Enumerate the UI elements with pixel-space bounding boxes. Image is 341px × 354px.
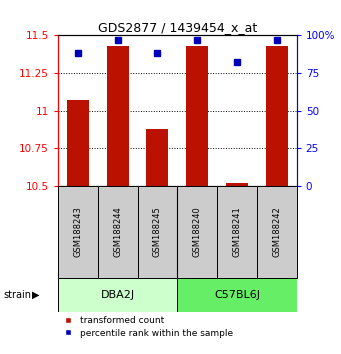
- Bar: [58, 186, 98, 278]
- Text: C57BL6J: C57BL6J: [214, 290, 260, 300]
- Text: ▶: ▶: [32, 290, 40, 300]
- Bar: [217, 186, 257, 278]
- Bar: [266, 46, 288, 186]
- Bar: [107, 46, 129, 186]
- Text: GSM188244: GSM188244: [113, 206, 122, 257]
- Bar: [177, 186, 217, 278]
- Bar: [67, 100, 89, 186]
- Text: GSM188242: GSM188242: [272, 206, 281, 257]
- Bar: [226, 183, 248, 186]
- Bar: [177, 278, 297, 312]
- Bar: [257, 186, 297, 278]
- Bar: [137, 186, 177, 278]
- Text: GSM188240: GSM188240: [193, 206, 202, 257]
- Text: GSM188241: GSM188241: [233, 206, 241, 257]
- Text: strain: strain: [3, 290, 31, 300]
- Bar: [98, 186, 137, 278]
- Text: GSM188245: GSM188245: [153, 206, 162, 257]
- Bar: [186, 46, 208, 186]
- Text: DBA2J: DBA2J: [101, 290, 135, 300]
- Legend: transformed count, percentile rank within the sample: transformed count, percentile rank withi…: [59, 316, 233, 338]
- Text: GSM188243: GSM188243: [73, 206, 83, 257]
- Bar: [147, 129, 168, 186]
- Bar: [58, 278, 177, 312]
- Title: GDS2877 / 1439454_x_at: GDS2877 / 1439454_x_at: [98, 21, 257, 34]
